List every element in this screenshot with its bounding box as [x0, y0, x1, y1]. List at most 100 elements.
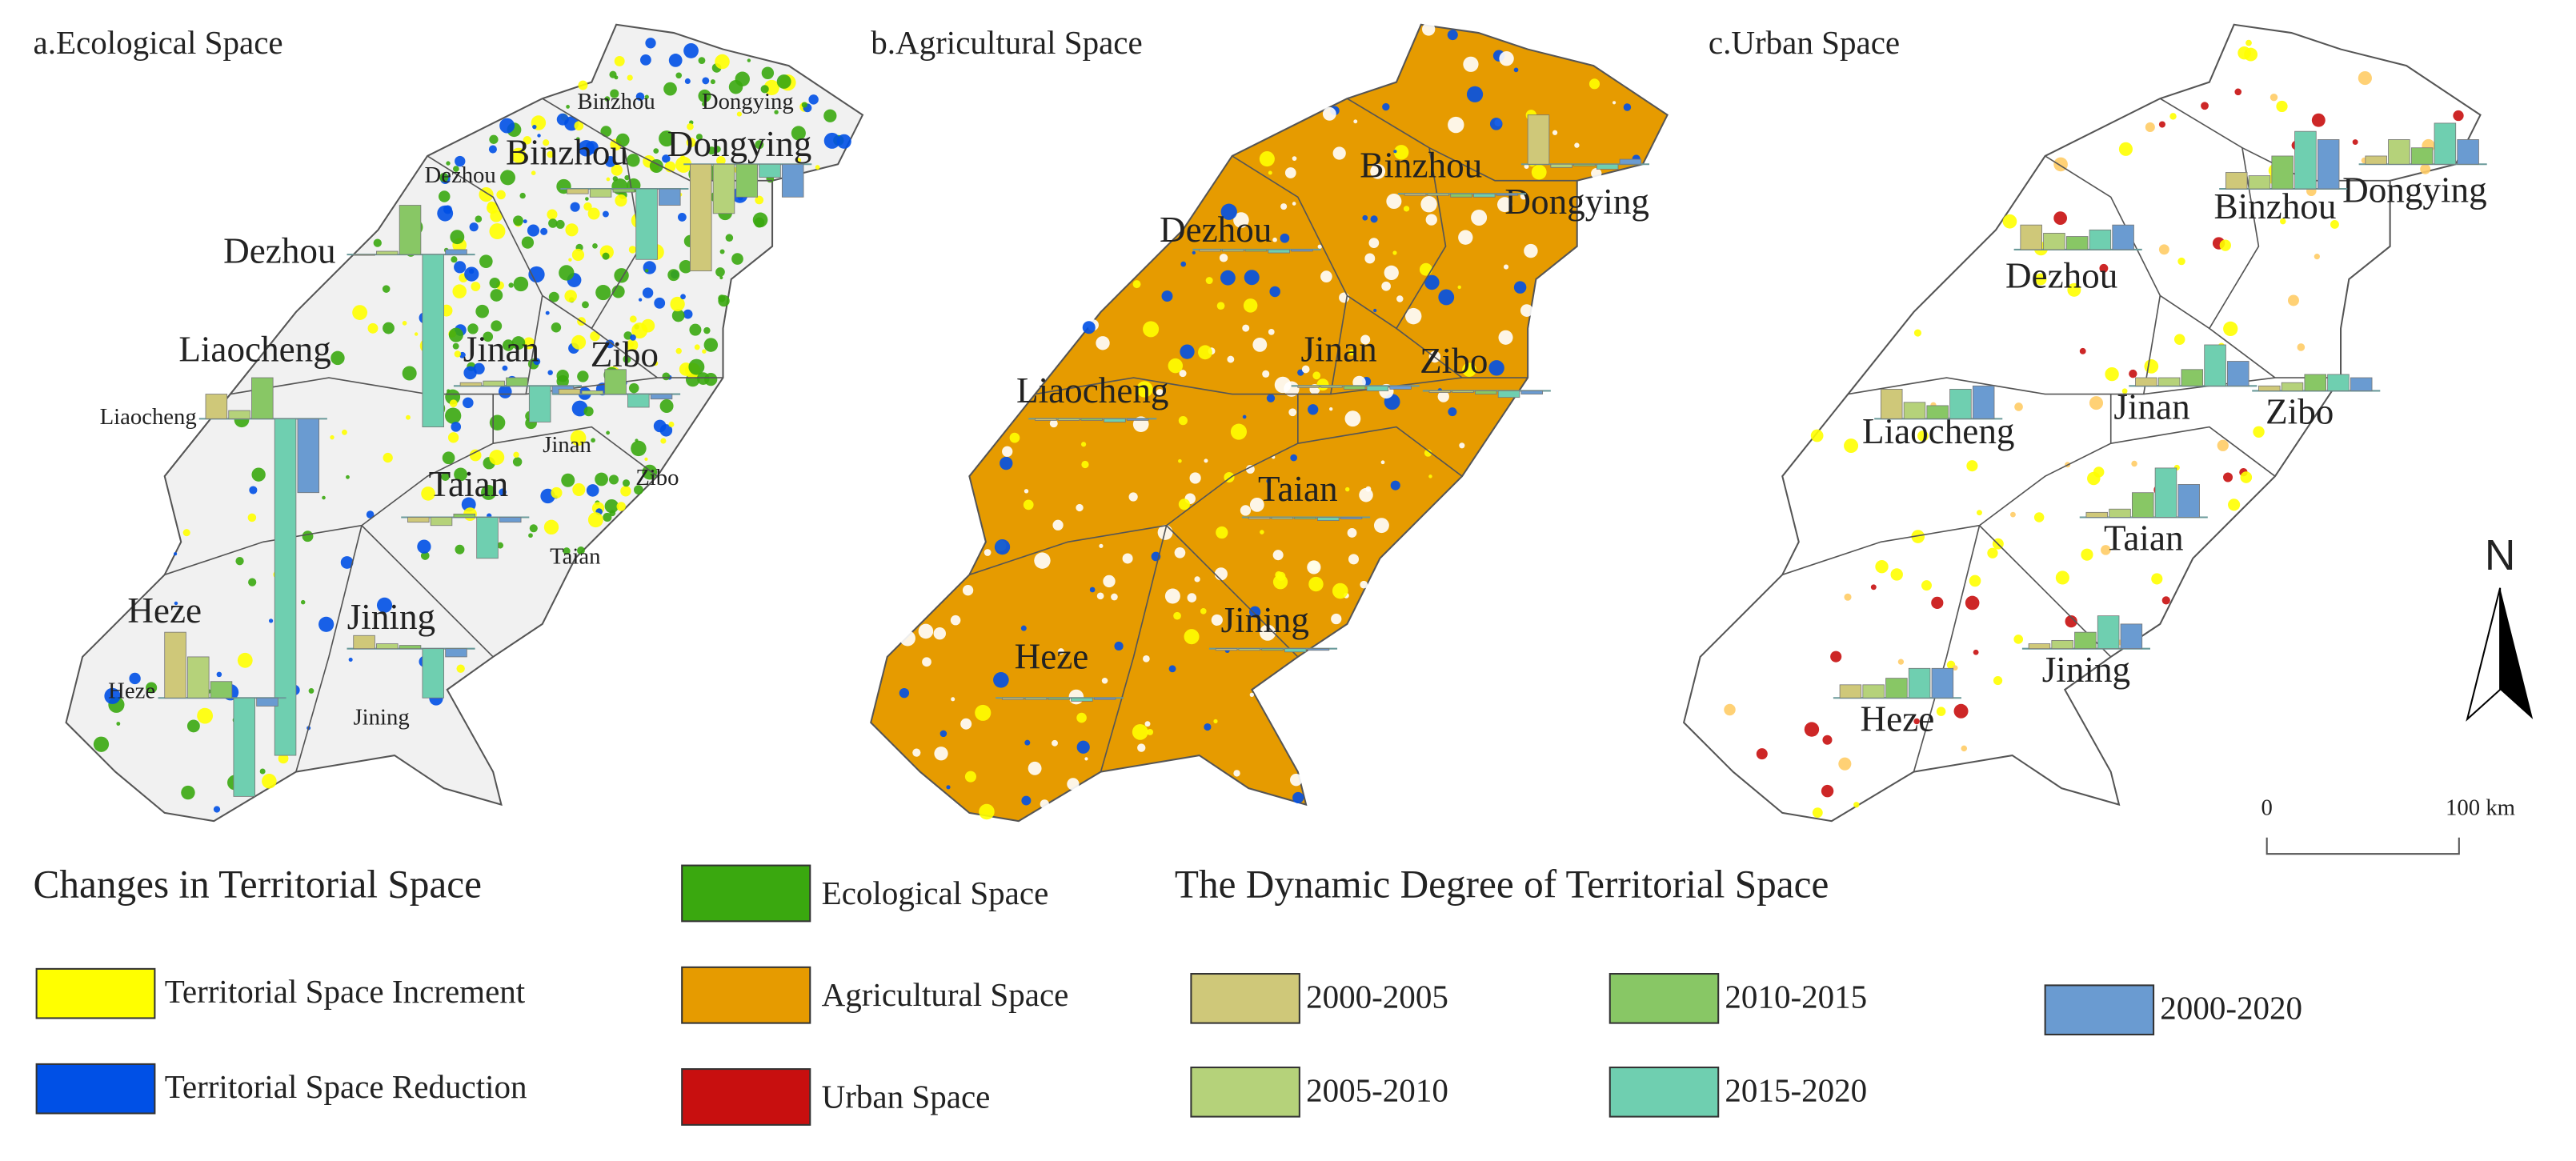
panel-title: b.Agricultural Space [871, 24, 1143, 61]
city-label: Binzhou [506, 132, 628, 172]
map-texture [2099, 263, 2109, 273]
bar [1291, 249, 1313, 252]
map-texture [342, 429, 347, 435]
map-texture [1373, 518, 1389, 534]
map-texture [454, 350, 461, 358]
map-texture [259, 768, 266, 775]
map-texture [237, 652, 253, 668]
district-boundary [295, 525, 363, 772]
bar [205, 394, 228, 419]
map-texture [1462, 362, 1476, 377]
map-texture [513, 276, 529, 292]
map-texture [760, 85, 769, 94]
map-texture [710, 79, 715, 85]
map-texture [1917, 430, 1929, 442]
map-texture [523, 219, 527, 224]
bar [1931, 667, 1954, 699]
map-texture [1290, 774, 1303, 787]
map-texture [774, 110, 779, 114]
map-texture [454, 467, 468, 482]
district-boundary [427, 155, 543, 394]
map-texture [1524, 163, 1529, 170]
map-texture [2065, 615, 2077, 628]
map-texture [1024, 489, 1029, 494]
map-texture [590, 330, 600, 342]
bar [1427, 193, 1450, 196]
map-texture [1870, 584, 1877, 591]
bar [612, 188, 635, 193]
map-texture [715, 267, 725, 277]
map-texture [680, 154, 686, 161]
map-texture [677, 213, 687, 222]
district-boundary [1100, 525, 1168, 772]
city-label: Dezhou [2005, 255, 2117, 295]
map-texture [933, 627, 947, 640]
map-texture [1844, 593, 1852, 601]
map-texture [571, 334, 587, 350]
map-texture [603, 512, 612, 522]
map-texture [993, 671, 1009, 688]
map-texture [1114, 641, 1124, 651]
map-texture [2223, 472, 2233, 482]
map-texture [671, 309, 685, 322]
map-texture [1308, 404, 1319, 415]
map-texture [556, 374, 569, 388]
map-texture [1180, 344, 1195, 359]
map-texture [439, 173, 449, 182]
bar [1199, 249, 1221, 252]
bar [2154, 467, 2177, 518]
map-texture [1204, 723, 1212, 731]
bar [2109, 508, 2131, 518]
map-texture [2245, 39, 2252, 46]
map-texture [1216, 302, 1225, 310]
bar [1244, 249, 1268, 252]
map-texture [1524, 243, 1538, 258]
map-texture [1200, 608, 1207, 615]
map-texture [1290, 454, 1297, 462]
district-boundary [230, 377, 723, 395]
legend-swatch [35, 1063, 156, 1115]
map-texture [719, 249, 725, 254]
map-texture [1890, 568, 1903, 581]
map-texture [1214, 567, 1228, 581]
map-texture [1052, 739, 1058, 747]
map-texture [1422, 22, 1436, 36]
map-texture [197, 707, 214, 724]
district-boundary [1166, 525, 1299, 658]
map-texture [702, 77, 710, 85]
map-texture [659, 130, 675, 147]
map-texture [467, 323, 479, 334]
map-texture [1381, 281, 1391, 291]
map-texture [679, 260, 693, 274]
map-texture [489, 134, 499, 144]
bar [1024, 697, 1048, 700]
map-texture [663, 82, 677, 96]
map-texture [644, 457, 648, 461]
map-texture [352, 305, 368, 321]
map-texture [2067, 282, 2081, 297]
map-texture [604, 498, 619, 514]
map-texture [527, 224, 540, 237]
map-texture [1844, 438, 1859, 454]
map-texture [512, 457, 523, 466]
bar [1903, 402, 1926, 419]
map-texture [1178, 458, 1182, 463]
map-texture [490, 289, 503, 302]
map-texture [604, 96, 611, 102]
map-texture [2131, 460, 2137, 467]
map-texture [1194, 576, 1200, 583]
panel-title: c.Urban Space [1709, 24, 1900, 61]
map-texture [174, 552, 178, 556]
map-texture [441, 472, 450, 481]
map-texture [1211, 614, 1223, 627]
map-texture [1259, 624, 1276, 641]
map-texture [823, 132, 840, 149]
legend-swatch [1190, 1066, 1300, 1118]
map-texture [2053, 211, 2067, 225]
map-texture [2118, 142, 2133, 156]
bar [2074, 631, 2097, 650]
map-texture [540, 227, 548, 235]
map-texture [836, 134, 851, 149]
map-texture [667, 269, 680, 282]
map-texture [578, 80, 588, 90]
